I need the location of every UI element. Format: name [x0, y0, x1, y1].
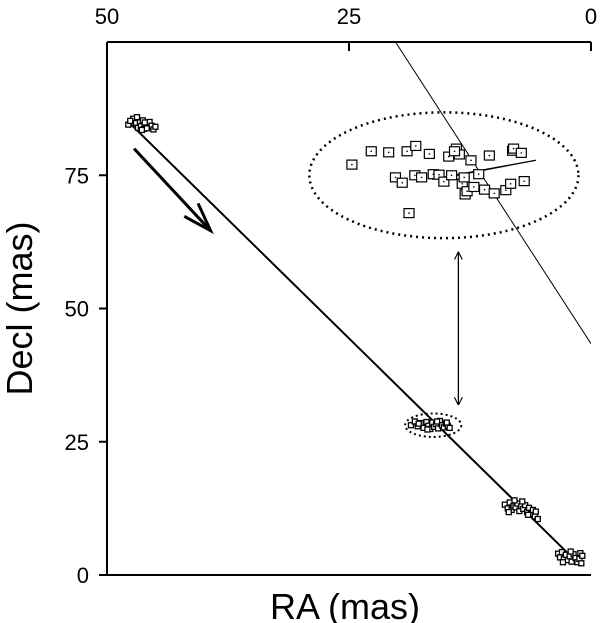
x-axis-label: RA (mas) — [270, 586, 420, 623]
enlarged-point-center — [466, 190, 468, 193]
x-tick-label: 0 — [585, 4, 597, 29]
enlarged-point-center — [505, 189, 507, 191]
y-tick-label: 50 — [65, 297, 89, 322]
data-point — [534, 515, 541, 523]
enlarged-point-center — [408, 212, 410, 214]
motion-arrow-shaft — [133, 147, 212, 232]
axes-frame — [99, 41, 592, 576]
trajectory-layer — [130, 42, 591, 563]
data-point — [519, 498, 526, 505]
x-tick-label: 50 — [95, 4, 119, 29]
x-tick-label: 25 — [337, 4, 361, 29]
enlarged-point-center — [493, 192, 496, 195]
enlarged-point-center — [406, 150, 408, 153]
enlarged-point-center — [488, 154, 491, 157]
y-tick-label: 0 — [77, 563, 89, 588]
data-point — [133, 114, 141, 121]
enlarged-point-center — [370, 150, 373, 153]
data-point — [505, 508, 512, 516]
data-point — [434, 425, 442, 432]
data-point — [567, 548, 574, 555]
enlarged-point-center — [473, 186, 475, 188]
enlarged-point-center — [394, 176, 397, 179]
trajectory-line — [130, 123, 578, 563]
enlarged-point-center — [450, 174, 453, 177]
enlarged-point-center — [414, 174, 416, 177]
motion-arrow-head — [183, 202, 214, 235]
y-tick-label: 75 — [65, 163, 89, 188]
y-axis-label: Decl (mas) — [0, 221, 40, 395]
enlarged-point-center — [428, 153, 431, 155]
enlarged-point-center — [461, 182, 464, 185]
data-point — [407, 422, 415, 429]
enlarged-point-center — [420, 176, 423, 179]
enlarged-point-center — [387, 151, 390, 154]
enlarged-view-ellipse — [308, 111, 580, 240]
enlarged-point-center — [483, 188, 486, 191]
data-point — [446, 424, 453, 432]
enlarged-point-center — [438, 173, 440, 176]
labels-layer: 0 25 50 75 50 25 0 RA (mas) Decl (mas) — [0, 4, 597, 623]
data-point — [568, 558, 575, 565]
data-point — [524, 511, 532, 518]
enlarged-point-center — [414, 145, 417, 147]
data-point — [443, 419, 450, 426]
enlarged-point-center — [509, 182, 512, 185]
cluster-outline-ellipse — [404, 412, 463, 438]
data-point — [433, 418, 441, 425]
data-point — [127, 117, 134, 125]
data-point — [152, 123, 159, 130]
enlarged-point-center — [453, 150, 456, 153]
y-tick-label: 25 — [65, 430, 89, 455]
data-point — [415, 420, 422, 427]
data-point — [424, 426, 431, 433]
enlarged-point-center — [470, 159, 472, 162]
data-point — [579, 552, 586, 559]
data-point — [532, 508, 539, 515]
data-point — [559, 559, 567, 566]
enlarged-point-center — [463, 176, 465, 179]
enlarged-point-center — [351, 163, 353, 166]
enlarged-point-center — [512, 147, 515, 150]
points-layer — [125, 114, 586, 567]
enlarged-point-center — [520, 152, 523, 154]
data-point — [141, 119, 148, 126]
enlarged-point-center — [443, 180, 445, 183]
enlarged-point-center — [523, 180, 526, 182]
enlarged-point-center — [477, 173, 480, 175]
data-point — [138, 126, 145, 134]
data-point — [578, 560, 585, 567]
data-point — [511, 497, 518, 504]
enlarged-point-center — [401, 181, 404, 184]
